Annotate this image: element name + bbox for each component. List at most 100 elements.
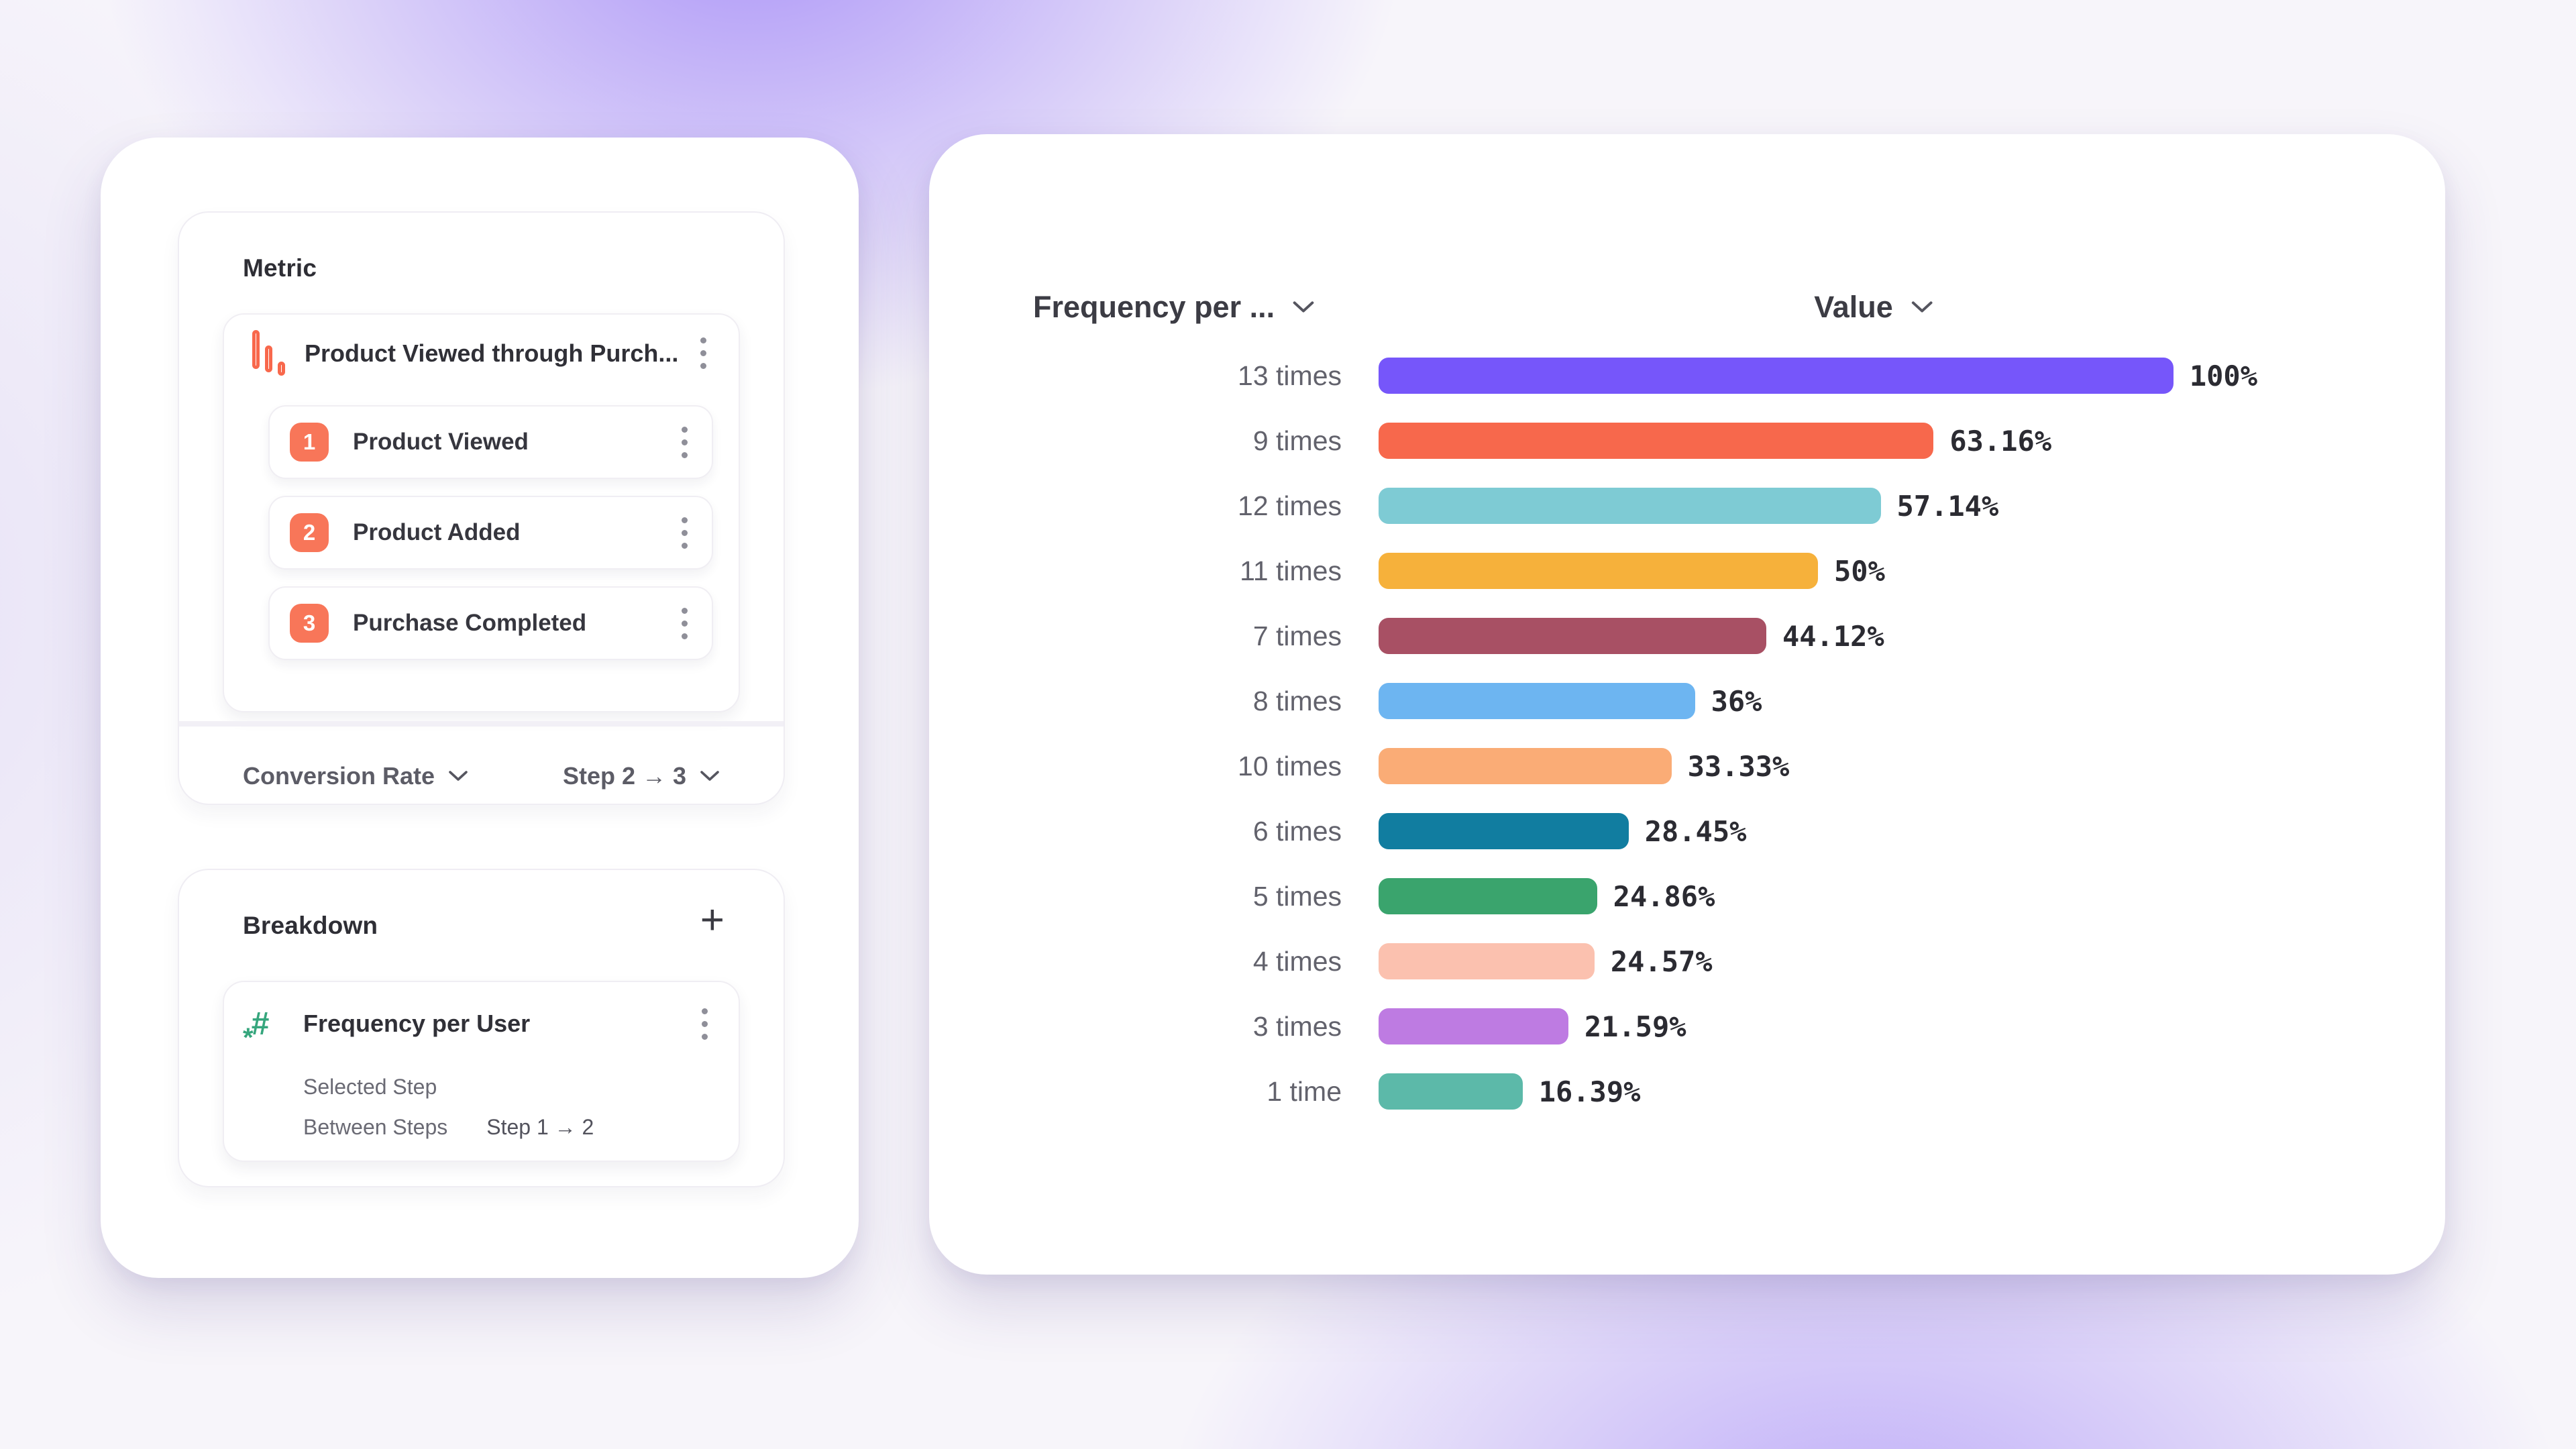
kebab-menu-icon[interactable] bbox=[694, 330, 713, 376]
bar-track: 100% bbox=[1379, 358, 2257, 394]
bar[interactable] bbox=[1379, 878, 1597, 914]
row-category-label: 12 times bbox=[1238, 490, 1342, 521]
chart-row: 3 times 21.59% bbox=[929, 1008, 2418, 1044]
kebab-menu-icon[interactable] bbox=[695, 1001, 714, 1047]
bar-value-label: 63.16% bbox=[1949, 424, 2052, 458]
bar-track: 50% bbox=[1379, 553, 2257, 589]
step-range-label: Step 2 → 3 bbox=[562, 762, 686, 790]
between-steps-label: Between Steps bbox=[303, 1115, 448, 1139]
row-category-label: 6 times bbox=[1252, 815, 1342, 847]
row-category-label: 3 times bbox=[1252, 1010, 1342, 1042]
funnel-card[interactable]: Product Viewed through Purch... 1 Produc… bbox=[223, 313, 740, 712]
funnel-name: Product Viewed through Purch... bbox=[305, 339, 679, 367]
bar[interactable] bbox=[1379, 683, 1695, 719]
bar-track: 57.14% bbox=[1379, 488, 2257, 524]
chart-row: 12 times 57.14% bbox=[929, 488, 2418, 524]
breakdown-item-header: # * Frequency per User bbox=[224, 993, 739, 1055]
step-number-badge: 3 bbox=[290, 604, 329, 643]
step-number-badge: 2 bbox=[290, 513, 329, 552]
bar-track: 28.45% bbox=[1379, 813, 2257, 849]
funnel-chart-icon bbox=[252, 329, 299, 376]
chart-card: Frequency per ... Value 13 times 100% 9 ti… bbox=[929, 134, 2445, 1275]
bar-track: 24.57% bbox=[1379, 943, 2257, 979]
step-range-dropdown[interactable]: Step 2 → 3 bbox=[563, 762, 720, 790]
chart-row: 8 times 36% bbox=[929, 683, 2418, 719]
chart-row: 4 times 24.57% bbox=[929, 943, 2418, 979]
chart-rows: 13 times 100% 9 times 63.16% 12 times 57.14% 1… bbox=[929, 358, 2418, 1138]
row-category-label: 10 times bbox=[1238, 750, 1342, 782]
bar[interactable] bbox=[1379, 1073, 1523, 1110]
breakdown-section: Breakdown + # * Frequency per User Select… bbox=[178, 869, 785, 1187]
bar-value-label: 21.59% bbox=[1584, 1010, 1686, 1043]
star-glyph: * bbox=[243, 1022, 254, 1053]
bar[interactable] bbox=[1379, 943, 1595, 979]
conversion-rate-label: Conversion Rate bbox=[243, 762, 435, 790]
funnel-step-3[interactable]: 3 Purchase Completed bbox=[268, 586, 713, 660]
bar[interactable] bbox=[1379, 358, 2174, 394]
selected-step-label: Selected Step bbox=[303, 1075, 437, 1099]
bar-value-label: 28.45% bbox=[1644, 814, 1747, 848]
bar-value-label: 50% bbox=[1834, 554, 1885, 588]
bar[interactable] bbox=[1379, 423, 1934, 459]
numeric-property-icon: # * bbox=[243, 1006, 269, 1053]
funnel-step-1[interactable]: 1 Product Viewed bbox=[268, 405, 713, 479]
bar-track: 24.86% bbox=[1379, 878, 2257, 914]
bar-value-label: 24.86% bbox=[1613, 879, 1715, 913]
kebab-menu-icon[interactable] bbox=[675, 510, 694, 556]
row-category-label: 4 times bbox=[1252, 945, 1342, 977]
bar[interactable] bbox=[1379, 553, 1818, 589]
between-steps-value: Step 1 → 2 bbox=[486, 1115, 594, 1139]
step-label: Product Added bbox=[353, 519, 521, 545]
bar-track: 44.12% bbox=[1379, 618, 2257, 654]
chevron-down-icon bbox=[700, 770, 720, 782]
chart-row: 13 times 100% bbox=[929, 358, 2418, 394]
value-column-label: Value bbox=[1814, 290, 1893, 324]
step-label: Product Viewed bbox=[353, 429, 529, 455]
row-category-label: 8 times bbox=[1252, 685, 1342, 716]
chart-row: 7 times 44.12% bbox=[929, 618, 2418, 654]
breakdown-title: Breakdown bbox=[243, 912, 378, 939]
bar-track: 33.33% bbox=[1379, 748, 2257, 784]
bar[interactable] bbox=[1379, 748, 1672, 784]
breakdown-selected-step-row[interactable]: Selected Step bbox=[303, 1075, 437, 1099]
breakdown-item-name: Frequency per User bbox=[303, 1010, 531, 1037]
add-breakdown-button[interactable]: + bbox=[700, 897, 724, 943]
bar-value-label: 100% bbox=[2189, 359, 2257, 392]
chart-row: 10 times 33.33% bbox=[929, 748, 2418, 784]
conversion-rate-dropdown[interactable]: Conversion Rate bbox=[243, 762, 468, 790]
kebab-menu-icon[interactable] bbox=[675, 419, 694, 466]
value-column-dropdown[interactable]: Value bbox=[1814, 290, 1933, 325]
row-category-label: 5 times bbox=[1252, 880, 1342, 912]
breakdown-column-label: Frequency per ... bbox=[1033, 290, 1275, 324]
bar-value-label: 57.14% bbox=[1896, 489, 1999, 523]
bar-value-label: 16.39% bbox=[1538, 1075, 1641, 1108]
bar[interactable] bbox=[1379, 488, 1881, 524]
bar-track: 63.16% bbox=[1379, 423, 2257, 459]
funnel-step-2[interactable]: 2 Product Added bbox=[268, 496, 713, 570]
bar[interactable] bbox=[1379, 1008, 1568, 1044]
row-category-label: 13 times bbox=[1238, 360, 1342, 391]
breakdown-between-steps-row[interactable]: Between Steps Step 1 → 2 bbox=[303, 1115, 594, 1140]
bar-value-label: 24.57% bbox=[1610, 945, 1713, 978]
bar-track: 21.59% bbox=[1379, 1008, 2257, 1044]
row-category-label: 11 times bbox=[1240, 555, 1342, 586]
row-category-label: 1 time bbox=[1267, 1075, 1342, 1107]
kebab-menu-icon[interactable] bbox=[675, 600, 694, 647]
metric-title: Metric bbox=[243, 254, 317, 282]
breakdown-column-dropdown[interactable]: Frequency per ... bbox=[1033, 290, 1315, 325]
bar[interactable] bbox=[1379, 618, 1766, 654]
chevron-down-icon bbox=[1911, 301, 1933, 314]
bar[interactable] bbox=[1379, 813, 1629, 849]
step-number-badge: 1 bbox=[290, 423, 329, 462]
bar-track: 16.39% bbox=[1379, 1073, 2257, 1110]
chart-row: 9 times 63.16% bbox=[929, 423, 2418, 459]
bar-value-label: 33.33% bbox=[1687, 749, 1790, 783]
breakdown-item-card[interactable]: # * Frequency per User Selected Step Betw… bbox=[223, 981, 740, 1162]
bar-track: 36% bbox=[1379, 683, 2257, 719]
chevron-down-icon bbox=[1292, 301, 1315, 314]
chart-row: 5 times 24.86% bbox=[929, 878, 2418, 914]
metric-footer-row: Conversion Rate Step 2 → 3 bbox=[243, 746, 720, 806]
query-builder-card: Metric Product Viewed through Purch... 1… bbox=[101, 138, 859, 1278]
row-category-label: 7 times bbox=[1252, 620, 1342, 651]
divider bbox=[179, 721, 784, 727]
